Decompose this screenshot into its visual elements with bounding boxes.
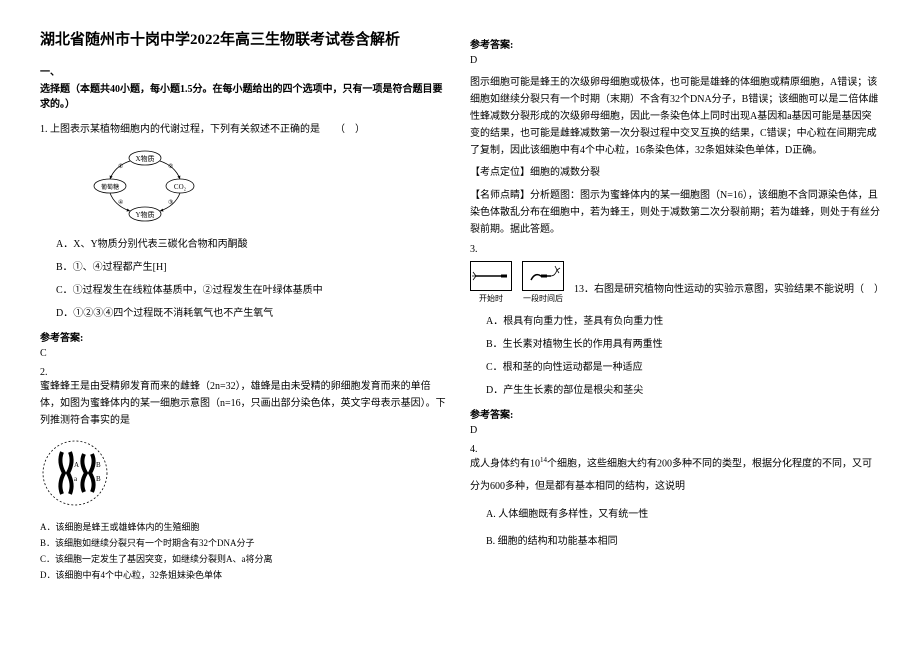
q2-point: 【考点定位】细胞的减数分裂 bbox=[470, 165, 880, 181]
q2-stem: 蜜蜂蜂王是由受精卵发育而来的雌蜂（2n=32），雄蜂是由未受精的卵细胞发育而来的… bbox=[40, 378, 450, 429]
q3-answer-label: 参考答案: bbox=[470, 406, 880, 421]
q4-number: 4. bbox=[470, 444, 880, 455]
q1-option-a: A．X、Y物质分别代表三碳化合物和丙酮酸 bbox=[56, 237, 450, 252]
q2-option-a: A．该细胞是蜂王或雄蜂体内的生殖细胞 bbox=[40, 520, 450, 533]
q2-answer: D bbox=[470, 55, 880, 66]
q1-option-c: C．①过程发生在线粒体基质中，②过程发生在叶绿体基质中 bbox=[56, 283, 450, 298]
q4-stem-a: 成人身体约有10 bbox=[470, 458, 540, 469]
q3-answer: D bbox=[470, 425, 880, 436]
q1-stem: 1. 上图表示某植物细胞内的代谢过程，下列有关叙述不正确的是 （ ） bbox=[40, 122, 450, 138]
q3-figure-row: 开始时 一段时间后 13．右图是研究植物向性运动的实验示意图，实验结果不能说明（… bbox=[470, 261, 880, 304]
q3-option-b: B．生长素对植物生长的作用具有两重性 bbox=[486, 337, 880, 352]
svg-text:③: ③ bbox=[168, 199, 173, 206]
svg-text:葡萄糖: 葡萄糖 bbox=[101, 183, 119, 191]
svg-text:X物质: X物质 bbox=[135, 154, 154, 163]
svg-text:B: B bbox=[96, 461, 101, 469]
q4-stem-b: 个细胞，这些细胞大约有200多种不同的类型，根据分化程度的不同，又可 bbox=[547, 458, 872, 469]
q2-explanation: 图示细胞可能是蜂王的次级卵母细胞或极体，也可能是雄蜂的体细胞或精原细胞，A错误；… bbox=[470, 74, 880, 159]
q3-label-start: 开始时 bbox=[470, 293, 512, 304]
q1-answer-label: 参考答案: bbox=[40, 329, 450, 344]
q1-answer: C bbox=[40, 348, 450, 359]
q4-stem-line2: 分为600多种，但是都有基本相同的结构，这说明 bbox=[470, 478, 880, 495]
q3-number: 3. bbox=[470, 244, 880, 255]
svg-text:④: ④ bbox=[118, 199, 123, 206]
q3-box-start: 开始时 bbox=[470, 261, 512, 304]
q1-option-b: B．①、④过程都产生[H] bbox=[56, 260, 450, 275]
q4-stem-line1: 成人身体约有1014个细胞，这些细胞大约有200多种不同的类型，根据分化程度的不… bbox=[470, 455, 880, 472]
q4-option-a: A. 人体细胞既有多样性，又有统一性 bbox=[486, 507, 880, 522]
svg-text:a: a bbox=[74, 475, 78, 483]
exam-title: 湖北省随州市十岗中学2022年高三生物联考试卷含解析 bbox=[40, 28, 450, 49]
q3-label-later: 一段时间后 bbox=[522, 293, 564, 304]
q4-stem-exp: 14 bbox=[540, 456, 547, 464]
q3-option-c: C．根和茎的向性运动都是一种适应 bbox=[486, 360, 880, 375]
q2-option-b: B．该细胞如继续分裂只有一个时期含有32个DNA分子 bbox=[40, 536, 450, 549]
section-instruction: 选择题（本题共40小题，每小题1.5分。在每小题给出的四个选项中，只有一项是符合… bbox=[40, 82, 450, 112]
q3-option-d: D．产生生长素的部位是根尖和茎尖 bbox=[486, 383, 880, 398]
q2-option-c: C．该细胞一定发生了基因突变，如继续分裂则A、a将分离 bbox=[40, 552, 450, 565]
svg-text:B: B bbox=[96, 475, 101, 483]
q4-option-b: B. 细胞的结构和功能基本相同 bbox=[486, 534, 880, 549]
q2-answer-label: 参考答案: bbox=[470, 36, 880, 51]
section-one-label: 一、 bbox=[40, 63, 450, 78]
q2-option-d: D．该细胞中有4个中心粒，32条姐妹染色单体 bbox=[40, 568, 450, 581]
q3-box-later: 一段时间后 bbox=[522, 261, 564, 304]
left-column: 湖北省随州市十岗中学2022年高三生物联考试卷含解析 一、 选择题（本题共40小… bbox=[30, 28, 460, 623]
q1-figure: X物质 葡萄糖 CO₂ Y物质 ① ② ③ ④ bbox=[90, 146, 450, 229]
q2-number: 2. bbox=[40, 367, 450, 378]
q3-stem: 13．右图是研究植物向性运动的实验示意图，实验结果不能说明（ ） bbox=[574, 281, 880, 298]
svg-text:CO₂: CO₂ bbox=[174, 183, 187, 191]
svg-text:②: ② bbox=[168, 163, 173, 170]
q1-option-d: D．①②③④四个过程既不消耗氧气也不产生氧气 bbox=[56, 306, 450, 321]
right-column: 参考答案: D 图示细胞可能是蜂王的次级卵母细胞或极体，也可能是雄蜂的体细胞或精… bbox=[460, 28, 890, 623]
q2-tip: 【名师点睛】分析题图：图示为蜜蜂体内的某一细胞图（N=16），该细胞不含同源染色… bbox=[470, 187, 880, 238]
svg-text:Y物质: Y物质 bbox=[135, 210, 154, 219]
svg-text:①: ① bbox=[118, 163, 123, 170]
svg-text:A: A bbox=[74, 461, 79, 469]
q2-figure: A a B B bbox=[40, 437, 450, 512]
q3-option-a: A．根具有向重力性，茎具有负向重力性 bbox=[486, 314, 880, 329]
